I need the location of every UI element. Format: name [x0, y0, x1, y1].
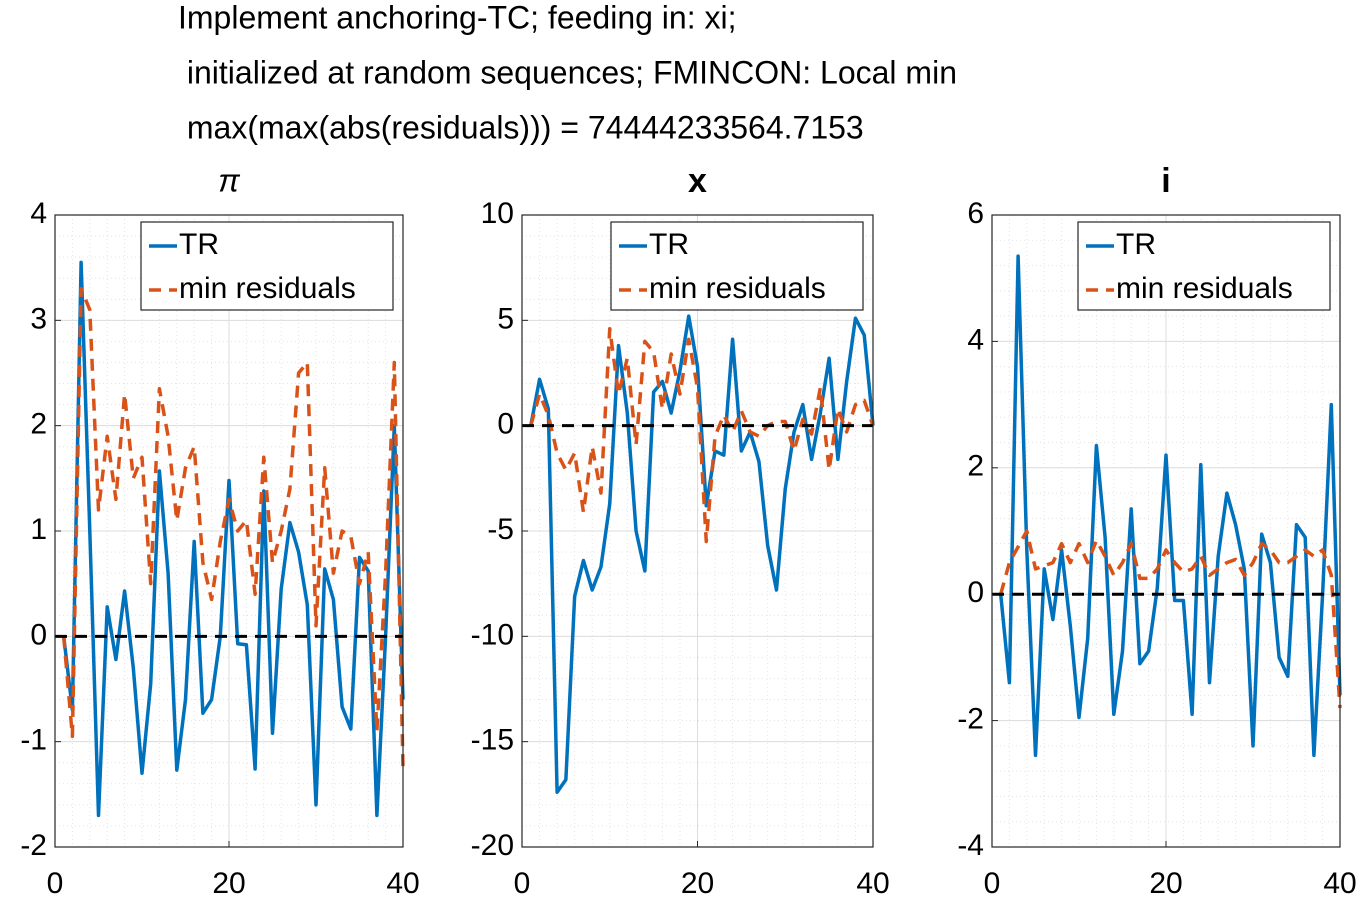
axes-box [521, 214, 874, 848]
y-tick-label: -5 [487, 513, 514, 546]
y-tick-label: -20 [471, 829, 514, 862]
y-tick-label: -10 [471, 618, 514, 651]
x-tick-label: 0 [47, 867, 64, 900]
series-line [61, 260, 405, 818]
x-tick-label: 20 [681, 867, 714, 900]
series-line [998, 254, 1342, 758]
y-tick-label: 2 [967, 450, 984, 483]
x-tick-label: 20 [212, 867, 245, 900]
legend-label: TR [179, 228, 219, 261]
x-tick-label: 0 [514, 867, 531, 900]
series-line [61, 286, 405, 769]
y-tick-label: -2 [957, 703, 984, 736]
y-tick-label: 4 [30, 197, 47, 230]
legend-box [610, 221, 864, 311]
x-tick-label: 40 [856, 867, 889, 900]
series-line [529, 327, 875, 544]
x-tick-label: 40 [1323, 867, 1356, 900]
legend-box [1077, 221, 1331, 311]
subplot-title: x [688, 162, 707, 200]
y-tick-label: 0 [497, 408, 514, 441]
legend-label: min residuals [179, 272, 356, 305]
figure-title: max(max(abs(residuals))) = 74444233564.7… [178, 109, 864, 145]
y-tick-label: 1 [30, 513, 47, 546]
y-tick-label: 6 [967, 197, 984, 230]
y-tick-label: 2 [30, 408, 47, 441]
figure-title: initialized at random sequences; FMINCON… [178, 54, 957, 90]
y-tick-label: -4 [957, 829, 984, 862]
legend-label: min residuals [1116, 272, 1293, 305]
y-tick-label: -2 [20, 829, 47, 862]
x-tick-label: 40 [386, 867, 419, 900]
y-tick-label: 0 [967, 576, 984, 609]
y-tick-label: -1 [20, 724, 47, 757]
legend-box [140, 221, 394, 311]
legend-label: min residuals [649, 272, 826, 305]
legend-label: TR [1116, 228, 1156, 261]
figure-title: Implement anchoring-TC; feeding in: xi; [178, 0, 736, 35]
axes-box [54, 214, 404, 848]
y-tick-label: 10 [481, 197, 514, 230]
y-tick-label: 5 [497, 302, 514, 335]
y-tick-label: -15 [471, 724, 514, 757]
legend-label: TR [649, 228, 689, 261]
y-tick-label: 4 [967, 323, 984, 356]
x-tick-label: 0 [984, 867, 1001, 900]
x-tick-label: 20 [1149, 867, 1182, 900]
subplot-title: i [1161, 162, 1170, 200]
axes-box [991, 214, 1341, 848]
subplot-title: π [218, 162, 240, 198]
y-tick-label: 3 [30, 302, 47, 335]
y-tick-label: 0 [30, 618, 47, 651]
